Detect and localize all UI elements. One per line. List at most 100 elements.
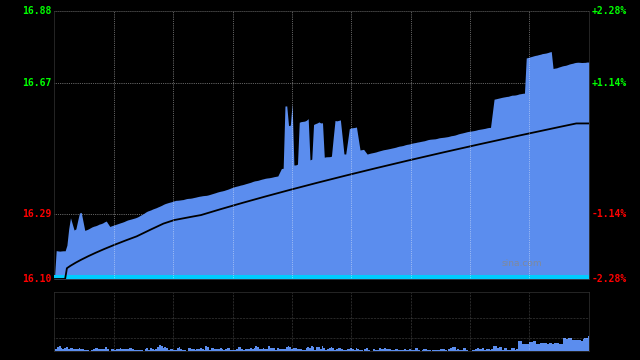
- Bar: [227, 348, 228, 351]
- Bar: [406, 350, 408, 351]
- Bar: [175, 350, 177, 351]
- Bar: [384, 348, 386, 351]
- Bar: [452, 347, 454, 351]
- Bar: [277, 348, 278, 351]
- Bar: [477, 348, 479, 351]
- Bar: [531, 342, 532, 351]
- Text: 16.67: 16.67: [22, 78, 52, 88]
- Bar: [584, 338, 586, 351]
- Bar: [518, 341, 520, 351]
- Bar: [499, 347, 500, 351]
- Bar: [348, 349, 350, 351]
- Bar: [490, 350, 492, 351]
- Bar: [271, 347, 273, 351]
- Bar: [409, 349, 411, 351]
- Bar: [474, 350, 476, 351]
- Bar: [534, 342, 536, 351]
- Bar: [300, 349, 302, 351]
- Bar: [497, 347, 499, 351]
- Bar: [250, 348, 252, 351]
- Bar: [541, 343, 543, 351]
- Bar: [488, 349, 490, 351]
- Bar: [570, 338, 572, 351]
- Bar: [141, 350, 143, 351]
- Bar: [113, 349, 115, 351]
- Bar: [316, 347, 318, 351]
- Bar: [122, 349, 124, 351]
- Bar: [198, 348, 200, 351]
- Bar: [129, 348, 131, 351]
- Bar: [223, 350, 225, 351]
- Bar: [511, 348, 513, 351]
- Bar: [304, 350, 305, 351]
- Bar: [345, 350, 347, 351]
- Bar: [104, 348, 106, 351]
- Bar: [275, 350, 277, 351]
- Bar: [98, 349, 100, 351]
- Text: 16.10: 16.10: [22, 274, 52, 284]
- Bar: [282, 349, 284, 351]
- Bar: [154, 350, 156, 351]
- Bar: [84, 350, 86, 351]
- Bar: [268, 346, 270, 351]
- Bar: [161, 346, 163, 351]
- Bar: [492, 349, 493, 351]
- Bar: [463, 347, 465, 351]
- Bar: [286, 347, 287, 351]
- Bar: [73, 349, 75, 351]
- Bar: [55, 349, 57, 351]
- Bar: [204, 350, 205, 351]
- Bar: [343, 350, 345, 351]
- Bar: [148, 350, 150, 351]
- Bar: [159, 345, 161, 351]
- Bar: [566, 339, 568, 351]
- Bar: [509, 350, 511, 351]
- Bar: [106, 347, 107, 351]
- Bar: [329, 348, 330, 351]
- Bar: [314, 350, 316, 351]
- Bar: [63, 348, 64, 351]
- Bar: [147, 348, 148, 351]
- Bar: [495, 346, 497, 351]
- Bar: [382, 349, 384, 351]
- Bar: [257, 347, 259, 351]
- Bar: [438, 350, 440, 351]
- Bar: [479, 349, 481, 351]
- Bar: [557, 343, 559, 351]
- Bar: [248, 349, 250, 351]
- Bar: [191, 350, 193, 351]
- Bar: [352, 348, 354, 351]
- Bar: [547, 344, 548, 351]
- Bar: [461, 350, 463, 351]
- Text: +1.14%: +1.14%: [591, 78, 627, 88]
- Bar: [500, 347, 502, 351]
- Bar: [563, 338, 564, 351]
- Bar: [467, 350, 468, 351]
- Bar: [327, 349, 329, 351]
- Bar: [244, 348, 246, 351]
- Bar: [124, 349, 125, 351]
- Bar: [291, 349, 293, 351]
- Bar: [284, 349, 286, 351]
- Bar: [170, 349, 172, 351]
- Bar: [543, 343, 545, 351]
- Bar: [575, 339, 577, 351]
- Bar: [400, 350, 402, 351]
- Bar: [332, 348, 334, 351]
- Bar: [86, 350, 88, 351]
- Bar: [57, 347, 59, 351]
- Text: sina.com: sina.com: [502, 259, 542, 268]
- Bar: [538, 344, 540, 351]
- Bar: [246, 349, 248, 351]
- Bar: [422, 350, 424, 351]
- Bar: [483, 348, 484, 351]
- Bar: [529, 342, 531, 351]
- Text: 16.29: 16.29: [22, 209, 52, 219]
- Bar: [252, 349, 253, 351]
- Bar: [59, 346, 61, 351]
- Bar: [179, 347, 180, 351]
- Bar: [264, 349, 266, 351]
- Bar: [145, 349, 147, 351]
- Bar: [184, 350, 186, 351]
- Bar: [486, 350, 488, 351]
